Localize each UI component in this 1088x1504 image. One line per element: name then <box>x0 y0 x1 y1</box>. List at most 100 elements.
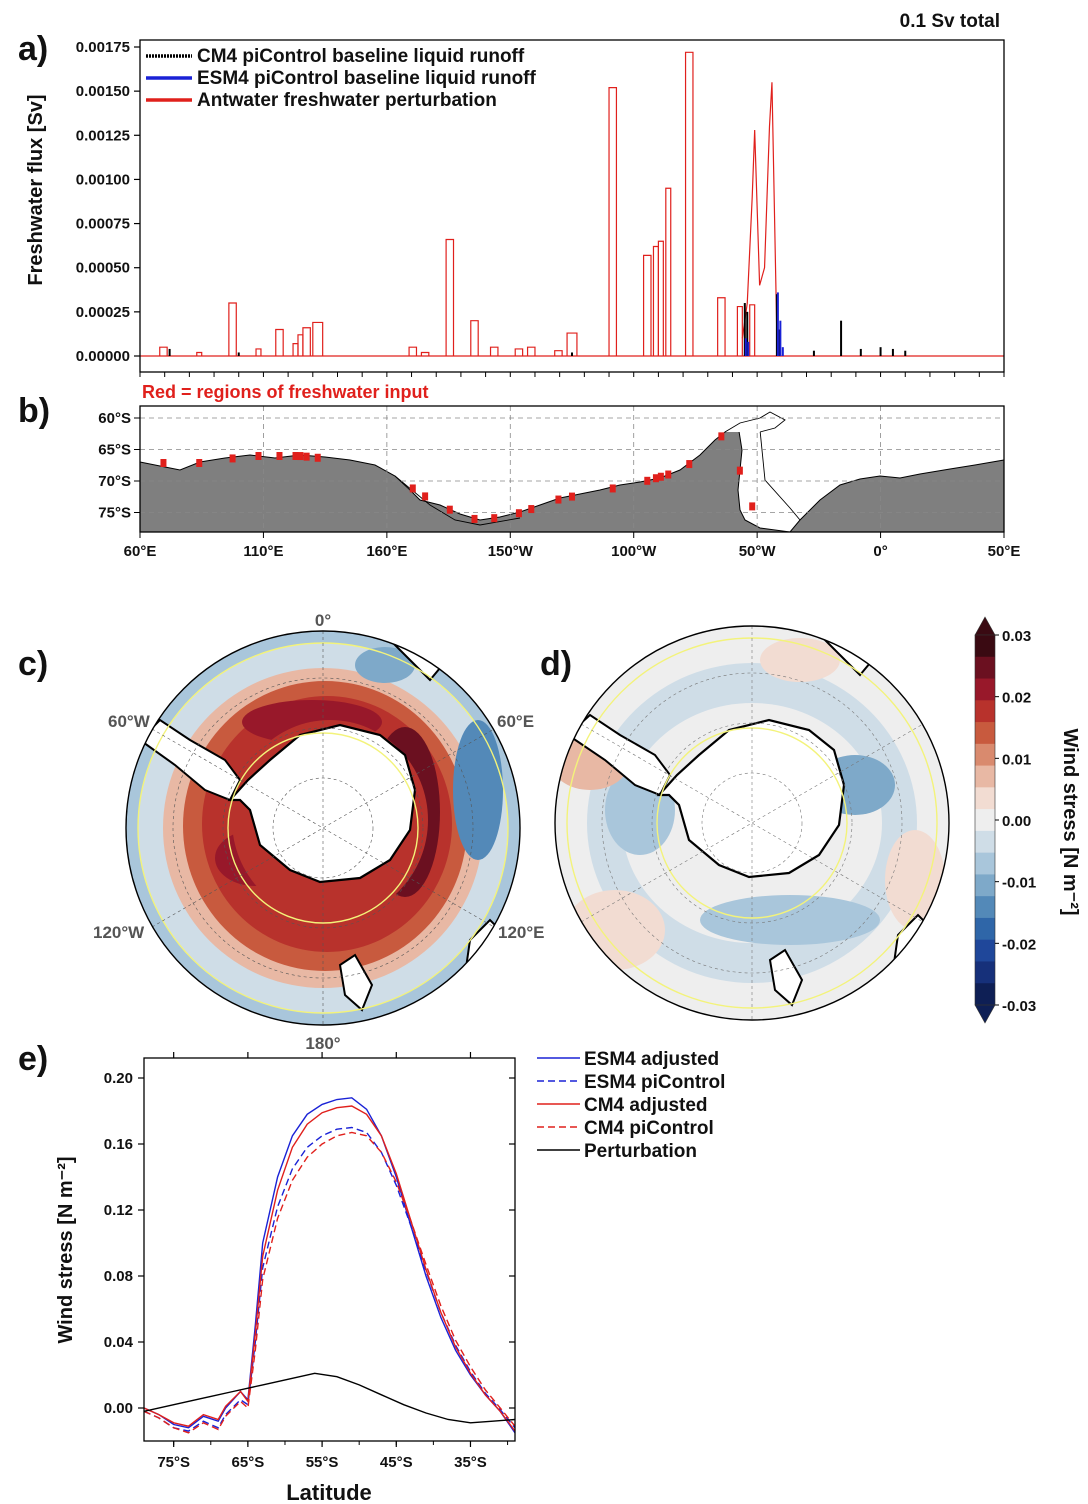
panel-d-map <box>554 625 950 1021</box>
a-red-peak-cluster <box>741 82 778 339</box>
lon-label-0: 0° <box>315 611 331 630</box>
a-red-pulse-19 <box>642 254 652 356</box>
a-ytick-label: 0.00075 <box>76 216 130 233</box>
panel-a-letter: a) <box>18 30 49 68</box>
b-red-marker-13 <box>491 514 498 523</box>
panel-b: Red = regions of freshwater input 60°S 65… <box>98 382 1020 560</box>
panel-c-frame <box>125 630 521 1026</box>
b-red-marker-9 <box>409 484 416 493</box>
panel-e-xlabel: Latitude <box>286 1480 372 1504</box>
b-red-marker-10 <box>422 492 429 501</box>
b-red-marker-24 <box>718 432 725 441</box>
panel-b-frame <box>139 405 1005 533</box>
panel-b-grid <box>140 406 1004 532</box>
a-ytick-label: 0.00050 <box>76 260 130 277</box>
colorbar-segment-7 <box>975 787 995 810</box>
colorbar-segment-11 <box>975 874 995 897</box>
b-xtick-label: 110°E <box>243 543 283 560</box>
colorbar-segment-15 <box>975 961 995 984</box>
panel-c-letter: c) <box>18 645 49 683</box>
a-red-pulse-24 <box>717 297 726 356</box>
panel-a-legend: CM4 piControl baseline liquid runoffESM4… <box>146 46 537 111</box>
a-red-pulse-15 <box>526 346 536 356</box>
a-ytick-label: 0.00025 <box>76 304 130 321</box>
a-red-pulse-7 <box>302 327 311 356</box>
colorbar-tick-label: -0.03 <box>1002 998 1036 1015</box>
colorbar-tick-label: -0.01 <box>1002 875 1036 892</box>
panel-a-series <box>140 51 1004 357</box>
a-red-pulse-1 <box>196 351 203 356</box>
b-red-marker-3 <box>255 452 262 460</box>
colorbar: 0.03 0.02 0.01 0.00 -0.01 -0.02 -0.03 Wind str… <box>974 616 1081 1024</box>
b-red-marker-14 <box>515 509 522 518</box>
panel-d-letter: d) <box>540 645 573 683</box>
colorbar-segment-0 <box>975 635 995 658</box>
b-xtick-label: 0° <box>873 543 887 560</box>
panel-c-map: 0° 180° 60°W 60°E 120°W 120°E <box>93 611 545 1053</box>
a-red-pulse-22 <box>665 187 672 356</box>
e-xtick-label: 55°S <box>306 1454 339 1471</box>
panel-e-frame <box>143 1057 516 1442</box>
a-red-pulse-3 <box>255 348 262 356</box>
a-red-pulse-8 <box>312 321 324 356</box>
colorbar-segment-13 <box>975 917 995 941</box>
colorbar-tick-label: -0.02 <box>1002 936 1036 953</box>
b-red-marker-20 <box>652 474 659 483</box>
a-red-pulse-2 <box>228 302 237 356</box>
a-red-pulse-12 <box>470 320 479 356</box>
b-red-marker-0 <box>160 459 167 467</box>
b-red-marker-18 <box>609 484 616 493</box>
a-ytick-label: 0.00175 <box>76 39 130 56</box>
e-series-line-0 <box>144 1097 515 1434</box>
b-red-marker-6 <box>297 452 304 461</box>
colorbar-segment-5 <box>975 743 995 767</box>
colorbar-segment-9 <box>975 830 995 854</box>
a-legend-label-0: CM4 piControl baseline liquid runoff <box>197 46 525 67</box>
b-red-marker-8 <box>314 453 321 462</box>
lon-label-60w: 60°W <box>108 712 151 731</box>
antarctica-d <box>656 718 846 879</box>
total-label: 0.1 Sv total <box>900 11 1000 32</box>
a-ytick-label: 0.00100 <box>76 171 130 188</box>
e-ytick-label: 0.16 <box>104 1136 133 1153</box>
colorbar-segment-2 <box>975 678 995 701</box>
b-xtick-label: 60°E <box>124 543 157 560</box>
b-red-marker-12 <box>471 514 478 523</box>
b-red-marker-2 <box>229 454 236 463</box>
e-xtick-label: 75°S <box>157 1454 190 1471</box>
panel-b-yticks: 60°S 65°S 70°S 75°S <box>98 410 140 522</box>
e-legend-label-3: CM4 piControl <box>584 1118 714 1139</box>
e-series-line-3 <box>144 1131 515 1434</box>
e-ytick-label: 0.20 <box>104 1070 133 1087</box>
e-ytick-label: 0.00 <box>104 1400 133 1417</box>
lon-label-120e: 120°E <box>498 923 545 942</box>
b-red-marker-25 <box>736 466 743 475</box>
a-red-pulse-18 <box>608 87 618 356</box>
b-red-marker-23 <box>686 460 693 469</box>
colorbar-segment-1 <box>975 656 995 680</box>
a-red-pulse-26 <box>749 304 756 356</box>
e-series-line-4 <box>144 1372 515 1424</box>
colorbar-bottom-arrow <box>974 1004 996 1024</box>
panel-e-series <box>144 1097 515 1434</box>
b-red-marker-26 <box>749 502 756 511</box>
panel-a-ylabel: Freshwater flux [Sv] <box>25 94 47 285</box>
b-red-marker-11 <box>446 505 453 514</box>
b-ytick-label: 75°S <box>98 505 131 522</box>
colorbar-segment-12 <box>975 896 995 919</box>
panel-a-xticks <box>139 372 1005 377</box>
e-xtick-label: 65°S <box>232 1454 265 1471</box>
b-red-marker-17 <box>569 492 575 501</box>
ross-ice-shelf <box>394 475 521 526</box>
a-ytick-label: 0.00125 <box>76 127 130 144</box>
red-note: Red = regions of freshwater input <box>142 382 429 402</box>
b-ytick-label: 65°S <box>98 442 131 459</box>
a-red-pulse-14 <box>514 348 524 356</box>
e-series-line-1 <box>144 1126 515 1432</box>
a-red-pulse-4 <box>275 328 284 356</box>
colorbar-segment-8 <box>975 809 995 832</box>
a-red-pulse-17 <box>566 332 578 356</box>
panel-e-yticks: 0.20 0.16 0.12 0.08 0.04 0.00 <box>104 1070 515 1417</box>
panel-e-xticks: 75°S 65°S 55°S 45°S 35°S <box>157 1052 509 1471</box>
